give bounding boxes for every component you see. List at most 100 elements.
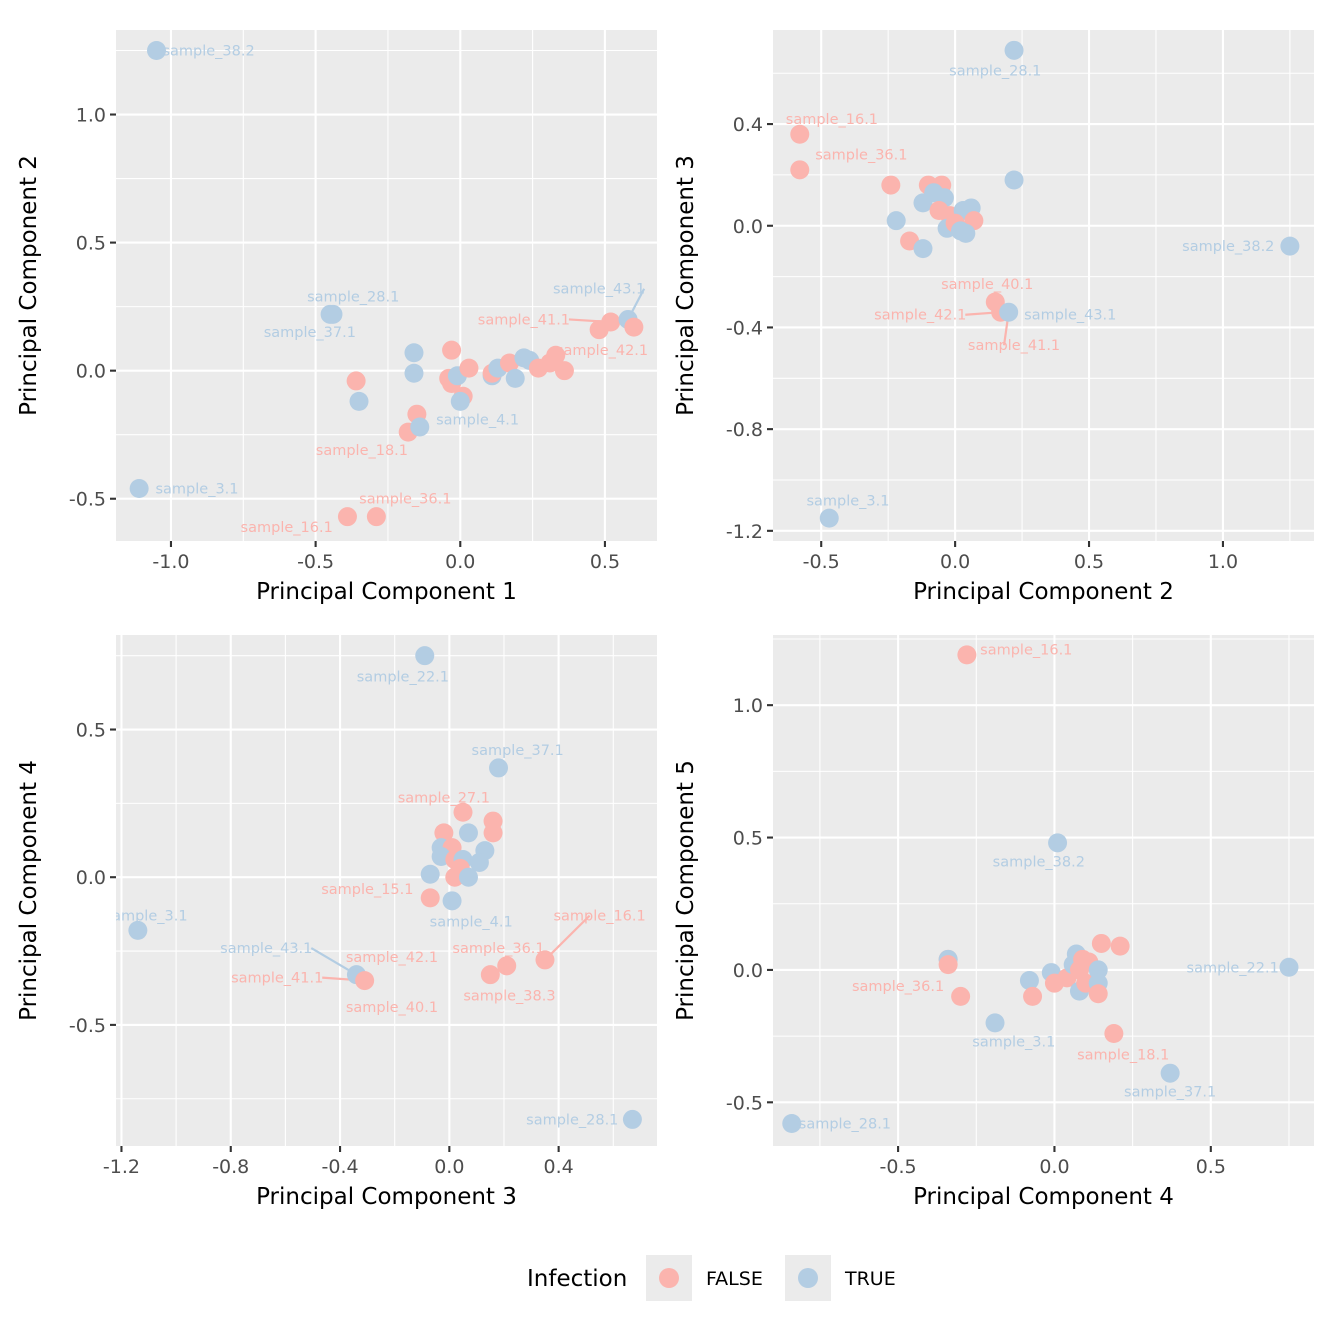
point-label: sample_38.2 (1182, 239, 1274, 255)
point-label: sample_4.1 (430, 915, 513, 931)
point-false (366, 507, 386, 527)
point-false (337, 507, 357, 527)
x-tick-label: -0.4 (322, 1156, 359, 1178)
point-true (505, 368, 525, 388)
point-label: sample_28.1 (526, 1112, 618, 1128)
point-label: sample_37.1 (472, 743, 564, 759)
point-false (1023, 986, 1043, 1006)
plot-area: sample_28.1 sample_16.1 sample_36.1 sample_… (786, 40, 1300, 528)
x-tick-label: 0.4 (544, 1156, 574, 1178)
x-axis-title: Principal Component 4 (913, 1184, 1174, 1210)
y-tick-label: 0.5 (76, 720, 106, 742)
point-label: sample_42.1 (874, 308, 966, 324)
point-true (1279, 957, 1299, 977)
point-label: sample_38.3 (463, 988, 555, 1004)
x-tick-label: 0.0 (445, 551, 475, 573)
x-tick-label: 1.0 (1208, 551, 1238, 573)
point-label: sample_41.1 (968, 338, 1060, 354)
panel-3: -1.2 -0.8 -0.4 0.0 0.4 -0.5 0.0 0.5 Principal Co… (16, 635, 657, 1210)
x-tick-label: -1.0 (152, 551, 189, 573)
x-axis-title: Principal Component 2 (913, 579, 1174, 605)
point-label: sample_3.1 (155, 481, 238, 497)
y-axis-title: Principal Component 2 (16, 155, 42, 416)
point-false (445, 867, 465, 887)
point-true (458, 823, 478, 843)
point-false (459, 358, 479, 378)
point-true (956, 223, 976, 243)
point-false (1110, 936, 1130, 956)
panel-2: -0.5 0.0 0.5 1.0 -1.2 -0.8 -0.4 0.0 0.4 Principal… (673, 30, 1314, 605)
legend-label-false: FALSE (706, 1268, 763, 1290)
y-tick-label: 0.0 (76, 361, 106, 383)
x-axis-title: Principal Component 3 (256, 1184, 517, 1210)
point-label: sample_3.1 (105, 909, 188, 925)
y-tick-label: 1.0 (76, 105, 106, 127)
point-label: sample_22.1 (357, 669, 449, 685)
point-true (1088, 960, 1108, 980)
x-tick-label: 0.5 (1196, 1156, 1226, 1178)
x-tick-label: -1.2 (103, 1156, 140, 1178)
point-label: sample_22.1 (1187, 960, 1279, 976)
x-tick-label: 0.5 (1074, 551, 1104, 573)
point-label: sample_37.1 (264, 325, 356, 341)
point-false (346, 371, 366, 391)
point-false (938, 955, 958, 975)
y-tick-label: -0.5 (726, 1092, 763, 1114)
point-false (497, 956, 517, 976)
y-tick-label: -0.5 (69, 489, 106, 511)
point-false (790, 124, 810, 144)
x-tick-label: -0.8 (212, 1156, 249, 1178)
point-true (913, 239, 933, 259)
point-label: sample_43.1 (220, 941, 312, 957)
y-tick-label: 0.0 (733, 216, 763, 238)
y-tick-label: -0.5 (69, 1015, 106, 1037)
legend: Infection FALSE TRUE (527, 1255, 896, 1301)
point-true (458, 867, 478, 887)
point-label: sample_40.1 (941, 277, 1033, 293)
point-false (881, 175, 901, 195)
point-label: sample_16.1 (241, 520, 333, 536)
y-axis-title: Principal Component 4 (16, 760, 42, 1021)
point-true (1004, 170, 1024, 190)
point-true (999, 302, 1019, 322)
point-label: sample_27.1 (398, 790, 490, 806)
point-true (128, 920, 148, 940)
legend-label-true: TRUE (844, 1268, 896, 1290)
point-label: sample_18.1 (1077, 1048, 1169, 1064)
point-true (1019, 971, 1039, 991)
point-true (129, 478, 149, 498)
point-label: sample_16.1 (786, 112, 878, 128)
plot-area: sample_22.1 sample_37.1 sample_27.1 sample_… (105, 646, 646, 1129)
point-true (404, 343, 424, 363)
panel-background (773, 635, 1314, 1146)
x-tick-label: 0.0 (434, 1156, 464, 1178)
x-tick-label: 0.0 (1039, 1156, 1069, 1178)
point-true (1280, 236, 1300, 256)
point-true (886, 211, 906, 231)
point-true (404, 363, 424, 383)
point-label: sample_36.1 (452, 941, 544, 957)
point-label: sample_28.1 (949, 64, 1041, 80)
point-label: sample_40.1 (346, 1000, 438, 1016)
point-false (1088, 984, 1108, 1004)
point-false (554, 361, 574, 381)
point-false (790, 160, 810, 180)
point-true (147, 40, 167, 60)
point-label: sample_41.1 (478, 312, 570, 328)
y-axis-title: Principal Component 5 (673, 760, 699, 1021)
plot-area: sample_38.2 sample_28.1 sample_37.1 sample_… (129, 40, 648, 536)
point-true (323, 304, 343, 324)
x-axis-title: Principal Component 1 (256, 579, 517, 605)
point-label: sample_36.1 (815, 148, 907, 164)
y-tick-label: 0.4 (733, 114, 763, 136)
label-leader-line (544, 914, 591, 961)
point-false (1104, 1023, 1124, 1043)
panel-background (116, 635, 657, 1146)
point-false (601, 312, 621, 332)
point-true (415, 646, 435, 666)
point-label: sample_36.1 (852, 979, 944, 995)
point-label: sample_42.1 (346, 950, 438, 966)
point-false (453, 802, 473, 822)
point-label: sample_41.1 (231, 971, 323, 987)
